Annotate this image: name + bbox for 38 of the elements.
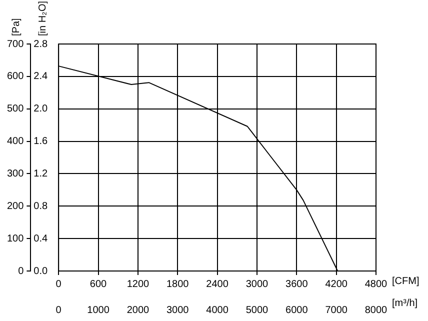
y-tick-label: 100 xyxy=(6,233,24,244)
x2-tick-label: 7000 xyxy=(325,304,348,316)
y-axis-title: [Pa] xyxy=(10,18,22,36)
y2-tick-label: 2.4 xyxy=(34,71,48,82)
x2-tick-label: 1000 xyxy=(87,304,110,316)
x-tick-label: 4200 xyxy=(325,278,348,290)
x2-axis-title: [m³/h] xyxy=(392,298,418,309)
x-tick-label: 1200 xyxy=(126,278,150,290)
y2-tick-label: 0.8 xyxy=(34,200,48,212)
y2-tick-label: 0.0 xyxy=(34,266,48,277)
y-tick-label: 600 xyxy=(6,71,24,82)
y-tick-label: 0 xyxy=(18,266,24,277)
x-axis-title: [CFM] xyxy=(392,276,420,287)
y-tick-label: 700 xyxy=(6,38,24,50)
x2-tick-label: 2000 xyxy=(126,304,150,316)
x2-tick-label: 6000 xyxy=(286,304,308,316)
x2-tick-label: 0 xyxy=(56,304,62,316)
y2-tick-label: 1.2 xyxy=(34,168,48,180)
x-tick-label: 3000 xyxy=(246,278,269,290)
x2-tick-label: 3000 xyxy=(166,304,190,316)
y2-tick-label: 2.8 xyxy=(34,38,48,50)
x2-tick-label: 8000 xyxy=(364,304,388,316)
y-tick-label: 500 xyxy=(6,104,24,115)
x-tick-label: 0 xyxy=(56,278,62,290)
x2-tick-label: 4000 xyxy=(206,304,229,316)
x-tick-label: 1800 xyxy=(166,278,190,290)
y2-tick-label: 0.4 xyxy=(34,233,48,244)
x-tick-label: 3600 xyxy=(286,278,308,290)
y2-tick-label: 2.0 xyxy=(34,104,48,115)
y-tick-label: 300 xyxy=(6,168,24,180)
y-tick-label: 400 xyxy=(6,136,24,148)
x-tick-label: 4800 xyxy=(364,278,388,290)
x2-tick-label: 5000 xyxy=(246,304,269,316)
y2-tick-label: 1.6 xyxy=(34,136,48,148)
x-tick-label: 600 xyxy=(90,278,108,290)
y-tick-label: 200 xyxy=(6,200,24,212)
y2-axis-title: [in H₂O] xyxy=(37,0,48,36)
x-tick-label: 2400 xyxy=(206,278,229,290)
